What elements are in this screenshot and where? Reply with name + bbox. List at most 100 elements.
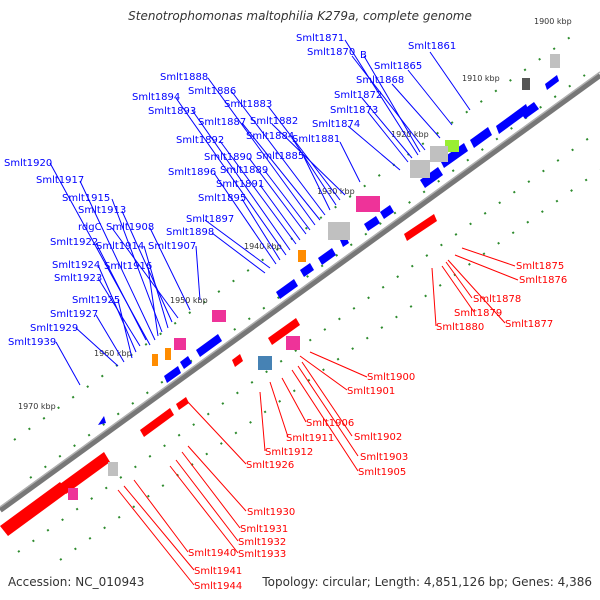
- gene-label: Smlt1912: [265, 447, 313, 458]
- gene-label: Smlt1875: [516, 261, 564, 272]
- pink-feature: [174, 338, 186, 350]
- gene-label: Smlt1896: [168, 167, 216, 178]
- gene-label: Smlt1939: [8, 337, 56, 348]
- gene-label: Smlt1901: [347, 386, 395, 397]
- plus-leader-lines: [49, 39, 471, 386]
- plus-labels: Smlt1861 Smlt1865 Smlt1868 Smlt1870 Smlt…: [4, 33, 456, 348]
- gene-label: Smlt1884: [246, 131, 294, 142]
- gene-label: Smlt1930: [247, 507, 295, 518]
- gene-label: Smlt1911: [286, 433, 334, 444]
- gene-label: Smlt1868: [356, 75, 404, 86]
- dark-feature: [522, 78, 530, 90]
- gene-label: Smlt1929: [30, 323, 78, 334]
- pink-feature: [356, 196, 380, 212]
- gene-label: Smlt1940: [188, 548, 236, 559]
- gene-label: Smlt1941: [194, 566, 242, 577]
- gene-label: Smlt1926: [246, 460, 294, 471]
- gene-label: Smlt1870: [307, 47, 355, 58]
- backbone-highlight: [0, 71, 600, 508]
- tick-label: 1930 kbp: [317, 187, 355, 196]
- gene-label: Smlt1914: [96, 241, 144, 252]
- orange-feature: [152, 354, 158, 366]
- minus-labels: Smlt1875 Smlt1876 Smlt1877 Smlt1878 Smlt…: [188, 261, 567, 592]
- gene-label: Smlt1876: [519, 275, 567, 286]
- plus-strand-features: [98, 75, 559, 425]
- gene-label: Smlt1861: [408, 41, 456, 52]
- gene-label: Smlt1908: [106, 222, 154, 233]
- gray-feature: [410, 160, 430, 178]
- tick-track-plus: [13, 29, 586, 479]
- steelblue-feature: [258, 356, 272, 370]
- genome-summary-text: Topology: circular; Length: 4,851,126 bp…: [261, 575, 592, 589]
- gene-label: Smlt1895: [198, 193, 246, 204]
- gene-label: Smlt1865: [374, 61, 422, 72]
- gene-label: Smlt1931: [240, 524, 288, 535]
- gene-label: Smlt1889: [220, 165, 268, 176]
- feature-boxes: [68, 54, 560, 500]
- gene-label: Smlt1871: [296, 33, 344, 44]
- gene-label: Smlt1900: [367, 372, 415, 383]
- lime-feature: [445, 140, 459, 152]
- tick-label: 1940 kbp: [244, 242, 282, 251]
- gene-label: Smlt1881: [292, 134, 340, 145]
- orange-feature: [298, 250, 306, 262]
- tick-label: 1900 kbp: [534, 17, 572, 26]
- gene-label: Smlt1873: [330, 105, 378, 116]
- gene-label: rdgC: [78, 222, 102, 233]
- gene-label: B: [360, 50, 367, 61]
- gene-label: Smlt1887: [198, 117, 246, 128]
- gene-label: Smlt1927: [50, 309, 98, 320]
- gene-label: Smlt1915: [62, 193, 110, 204]
- gene-label: Smlt1893: [148, 106, 196, 117]
- gene-label: Smlt1933: [238, 549, 286, 560]
- gene-label: Smlt1920: [4, 158, 52, 169]
- gene-label: Smlt1886: [188, 86, 236, 97]
- gray-feature: [430, 146, 448, 162]
- gene-label: Smlt1903: [360, 452, 408, 463]
- gene-label: Smlt1923: [54, 273, 102, 284]
- gene-label: Smlt1890: [204, 152, 252, 163]
- gene-label: Smlt1879: [454, 308, 502, 319]
- gene-label: Smlt1888: [160, 72, 208, 83]
- gene-label: Smlt1898: [166, 227, 214, 238]
- minus-strand-features: [0, 214, 437, 536]
- gene-label: Smlt1913: [78, 205, 126, 216]
- gene-label: Smlt1944: [194, 581, 242, 592]
- gene-label: Smlt1878: [473, 294, 521, 305]
- gene-label: Smlt1874: [312, 119, 360, 130]
- gene-label: Smlt1894: [132, 92, 180, 103]
- pink-feature: [68, 488, 78, 500]
- tick-label: 1960 kbp: [94, 349, 132, 358]
- gene-label: Smlt1925: [72, 295, 120, 306]
- gene-label: Smlt1922: [50, 237, 98, 248]
- gray-feature: [550, 54, 560, 68]
- tick-label: 1970 kbp: [18, 402, 56, 411]
- gene-label: Smlt1882: [250, 116, 298, 127]
- genome-backbone: [0, 72, 600, 513]
- tick-label: 1950 kbp: [170, 296, 208, 305]
- gene-label: Smlt1883: [224, 99, 272, 110]
- gene-label: Smlt1877: [505, 319, 553, 330]
- gene-label: Smlt1880: [436, 322, 484, 333]
- gene-label: Smlt1917: [36, 175, 84, 186]
- pink-feature: [286, 336, 300, 350]
- gene-label: Smlt1891: [216, 179, 264, 190]
- gene-label: Smlt1872: [334, 90, 382, 101]
- gray-feature: [108, 462, 118, 476]
- gene-label: Smlt1905: [358, 467, 406, 478]
- accession-text: Accession: NC_010943: [8, 575, 144, 589]
- tick-label: 1910 kbp: [462, 74, 500, 83]
- minus-leader-lines: [117, 247, 519, 586]
- pink-feature: [212, 310, 226, 322]
- gene-label: Smlt1916: [104, 261, 152, 272]
- gene-label: Smlt1897: [186, 214, 234, 225]
- orange-feature: [165, 348, 171, 360]
- gene-label: Smlt1932: [238, 537, 286, 548]
- gray-feature: [328, 222, 350, 240]
- gene-label: Smlt1892: [176, 135, 224, 146]
- gene-label: Smlt1906: [306, 418, 354, 429]
- gene-label: Smlt1902: [354, 432, 402, 443]
- gene-label: Smlt1885: [256, 151, 304, 162]
